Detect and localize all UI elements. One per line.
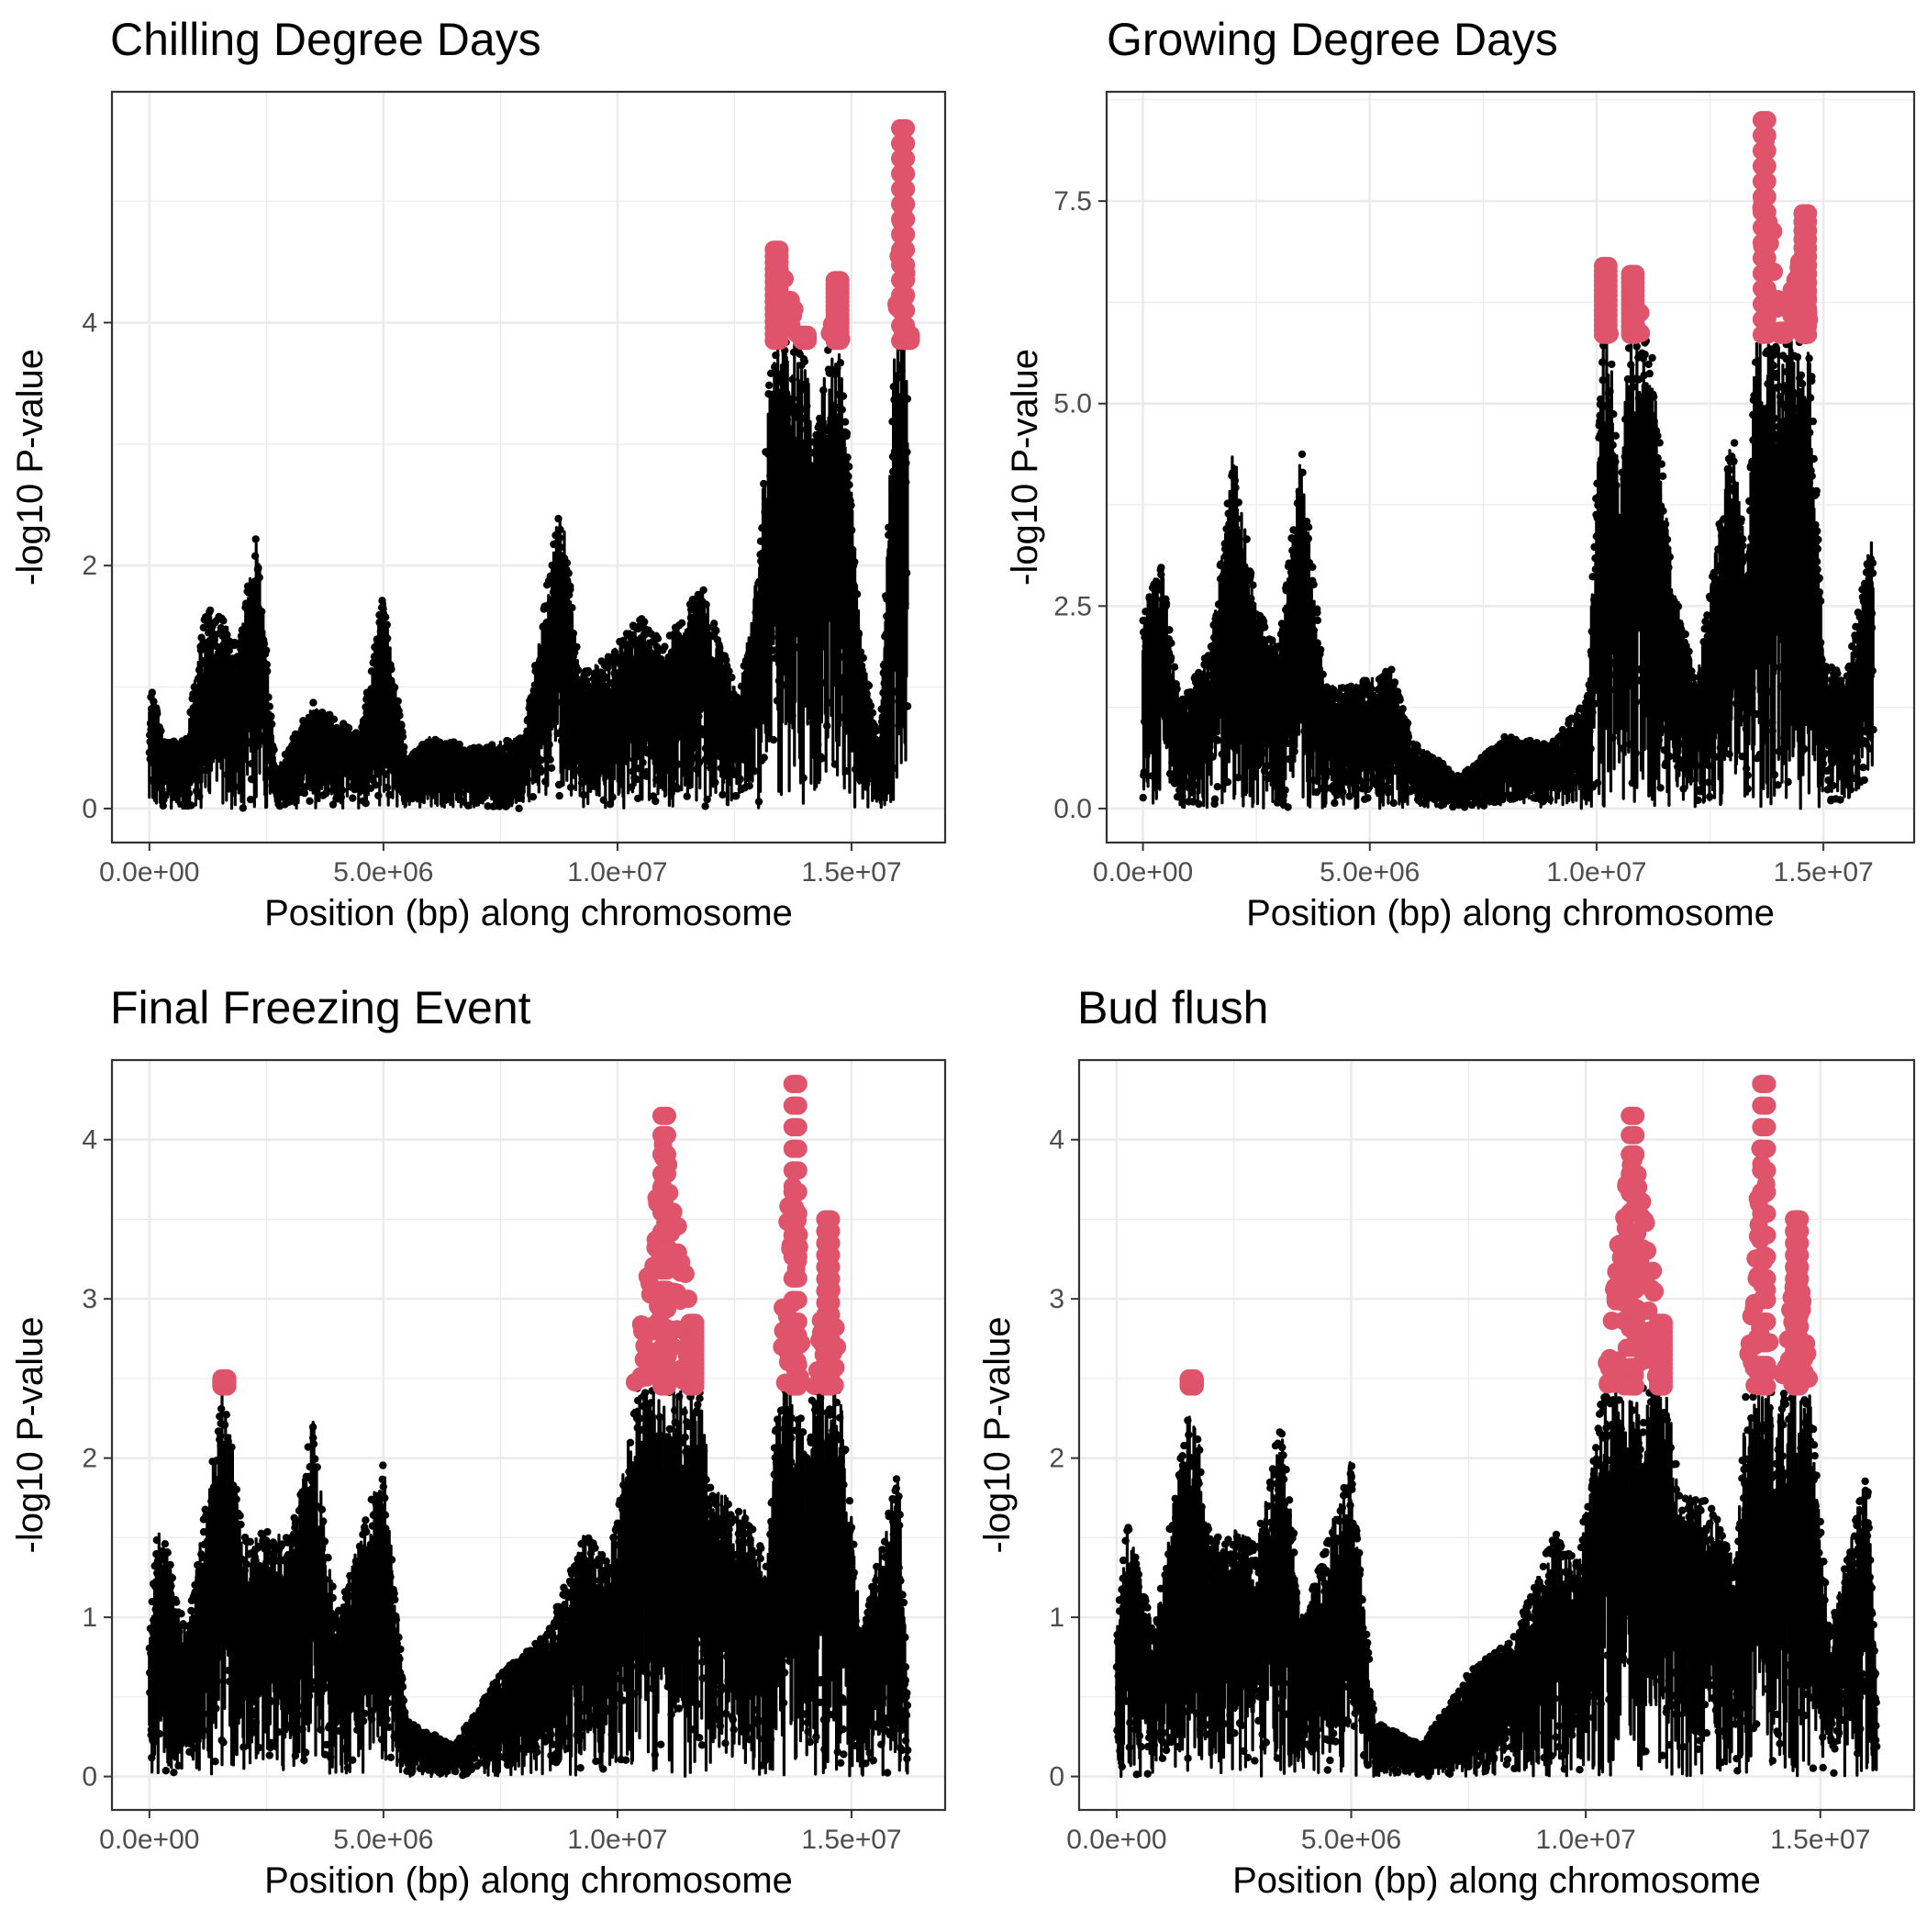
panel-1: 0.0e+00 5.0e+06 1.0e+07 1.5e+07 0 2 4 Chilling … [10,14,945,933]
data-point [678,620,685,627]
y-tick-label: 0 [82,794,97,824]
x-tick-label: 5.0e+06 [333,857,433,888]
data-point [556,792,563,799]
data-point [1364,794,1371,801]
data-point [1211,796,1219,803]
data-point [654,635,662,642]
data-point [701,802,708,810]
data-point [309,698,317,706]
data-point [661,642,668,650]
data-point [712,627,719,634]
x-tick-label: 1.0e+07 [567,857,667,888]
data-point [515,805,522,812]
data-point [219,617,227,624]
highlight-point [770,240,788,259]
y-tick-label: 2 [82,551,97,581]
data-point [1284,803,1291,810]
y-tick-label: 4 [82,307,97,338]
highlight-point [897,119,915,138]
highlight-point [831,271,850,289]
x-tick-label: 1.5e+07 [801,857,901,888]
x-tick-label: 0.0e+00 [99,857,199,888]
data-point [252,535,260,542]
highlight-point [798,326,817,344]
data-point [306,798,313,805]
data-point [1171,664,1178,671]
data-point [1298,451,1306,458]
data-point [652,798,659,805]
y-axis-label: -log10 P-value [10,349,50,586]
data-point [801,358,808,365]
highlight-point [901,326,919,344]
data-point [349,794,356,801]
data-point [206,607,214,614]
x-axis-label: Position (bp) along chromosome [264,893,793,933]
data-point [1214,783,1221,790]
data-point [1140,794,1147,801]
panel-title: Chilling Degree Days [110,14,541,65]
data-point [765,382,773,389]
